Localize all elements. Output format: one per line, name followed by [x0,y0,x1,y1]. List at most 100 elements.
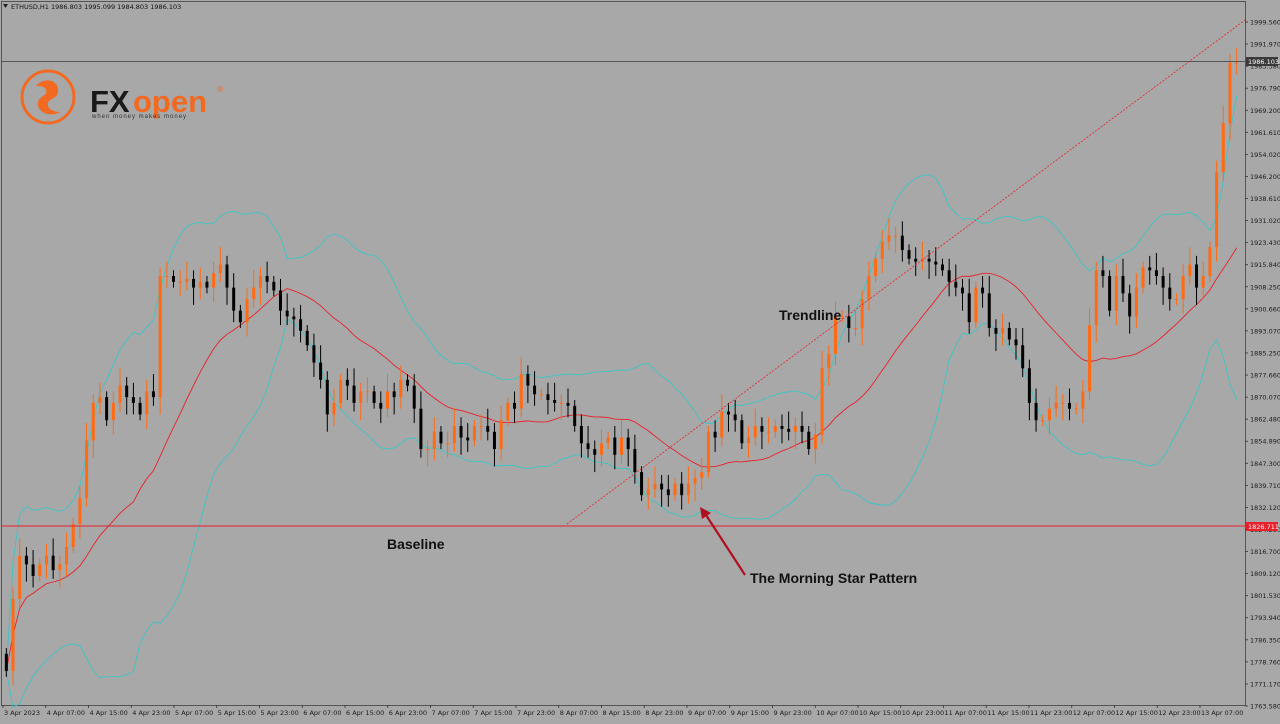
candle-body [446,443,450,445]
candle-body [218,264,222,274]
candle-body [1168,287,1172,300]
candle-body [726,411,730,415]
x-axis: 3 Apr 2023 4 Apr 07:00 4 Apr 15:00 4 Apr 23… [2,705,1243,717]
y-tick-label: 1786.350 [1250,636,1280,644]
candle-body [252,287,256,300]
candle-body [593,449,597,455]
candle-body [867,276,871,300]
candle-body [586,443,590,450]
candle-body [38,564,42,576]
y-tick-label: 1999.560 [1250,19,1280,27]
candle-body [272,281,276,291]
candle-body [185,278,189,282]
dragon-emblem-icon [20,69,76,125]
fxopen-logo: FX open ® when money makes money [20,69,223,125]
candle-body [432,431,436,450]
candle-body [740,420,744,444]
x-tick-label: 8 Apr 23:00 [645,709,683,717]
candle-body [934,261,938,265]
y-tick-label: 1854.890 [1250,438,1280,446]
candle-body [894,235,898,237]
x-tick-label: 11 Apr 07:00 [945,709,987,717]
candle-body [573,405,577,426]
candle-body [459,425,463,438]
candle-body [98,397,102,403]
candle-body [452,425,456,444]
x-tick-label: 10 Apr 23:00 [902,709,944,717]
candle-body [967,293,971,323]
candle-body [105,397,109,421]
trendline[interactable] [566,19,1246,525]
candle-body [880,241,884,259]
candle-body [713,431,717,438]
candle-body [118,385,122,403]
candle-body [1181,276,1185,300]
y-tick-label: 1885.250 [1250,349,1280,357]
bollinger-bands [5,96,1238,708]
collapse-triangle-icon[interactable] [3,4,8,8]
logo-open-text: open [133,84,207,119]
candle-body [1221,123,1225,173]
candle-body [419,408,423,450]
candle-body [626,437,630,450]
candle-body [747,437,751,444]
candle-body [399,379,403,398]
y-tick-label: 1976.790 [1250,85,1280,93]
candle-body [1041,420,1045,422]
candle-body [640,472,644,496]
x-tick-label: 4 Apr 15:00 [90,709,128,717]
candle-body [1134,287,1138,317]
y-tick-label: 1771.170 [1250,680,1280,688]
candle-body [359,391,363,403]
candle-body [519,374,523,409]
y-tick-label: 1870.070 [1250,394,1280,402]
moving-average [5,247,1238,672]
candle-body [599,443,603,455]
candle-body [1054,402,1058,409]
candle-body [927,258,931,262]
candle-body [258,276,262,288]
candle-body [111,402,115,421]
candle-body [874,258,878,277]
candle-body [479,425,483,427]
candle-body [198,281,202,288]
candle-body [472,425,476,441]
candle-body [158,276,162,398]
candle-body [1074,408,1078,410]
x-tick-label: 8 Apr 15:00 [603,709,641,717]
moving-average-line [5,247,1238,672]
candle-body [787,428,791,432]
candle-body [339,379,343,403]
candle-body [533,385,537,395]
candle-body [780,425,784,429]
candle-body [680,483,684,496]
y-tick-label: 1778.760 [1250,658,1280,666]
candle-body [1188,264,1192,277]
x-tick-label: 9 Apr 07:00 [688,709,726,717]
candle-body [620,437,623,455]
candle-body [1114,276,1118,311]
y-tick-label: 1763.580 [1250,703,1280,711]
candle-body [1061,402,1065,404]
x-tick-label: 4 Apr 23:00 [132,709,170,717]
candle-body [1235,62,1239,64]
candle-body [1174,299,1178,301]
x-tick-label: 5 Apr 15:00 [218,709,256,717]
bollinger-upper [5,96,1238,672]
candle-body [332,402,336,415]
candle-body [71,524,75,548]
x-tick-label: 7 Apr 15:00 [474,709,512,717]
candle-body [138,402,142,415]
x-tick-label: 11 Apr 15:00 [987,709,1029,717]
candles [4,48,1239,686]
morning-star-arrow [700,507,746,576]
y-tick-label: 1961.610 [1250,129,1280,137]
candle-body [646,489,650,496]
x-tick-label: 9 Apr 23:00 [774,709,812,717]
x-tick-label: 13 Apr 07:00 [1201,709,1243,717]
y-axis: 1999.560 1991.970 1983.380 1976.790 1969.200… [1245,19,1280,711]
candle-body [940,264,944,271]
candle-body [526,374,530,386]
